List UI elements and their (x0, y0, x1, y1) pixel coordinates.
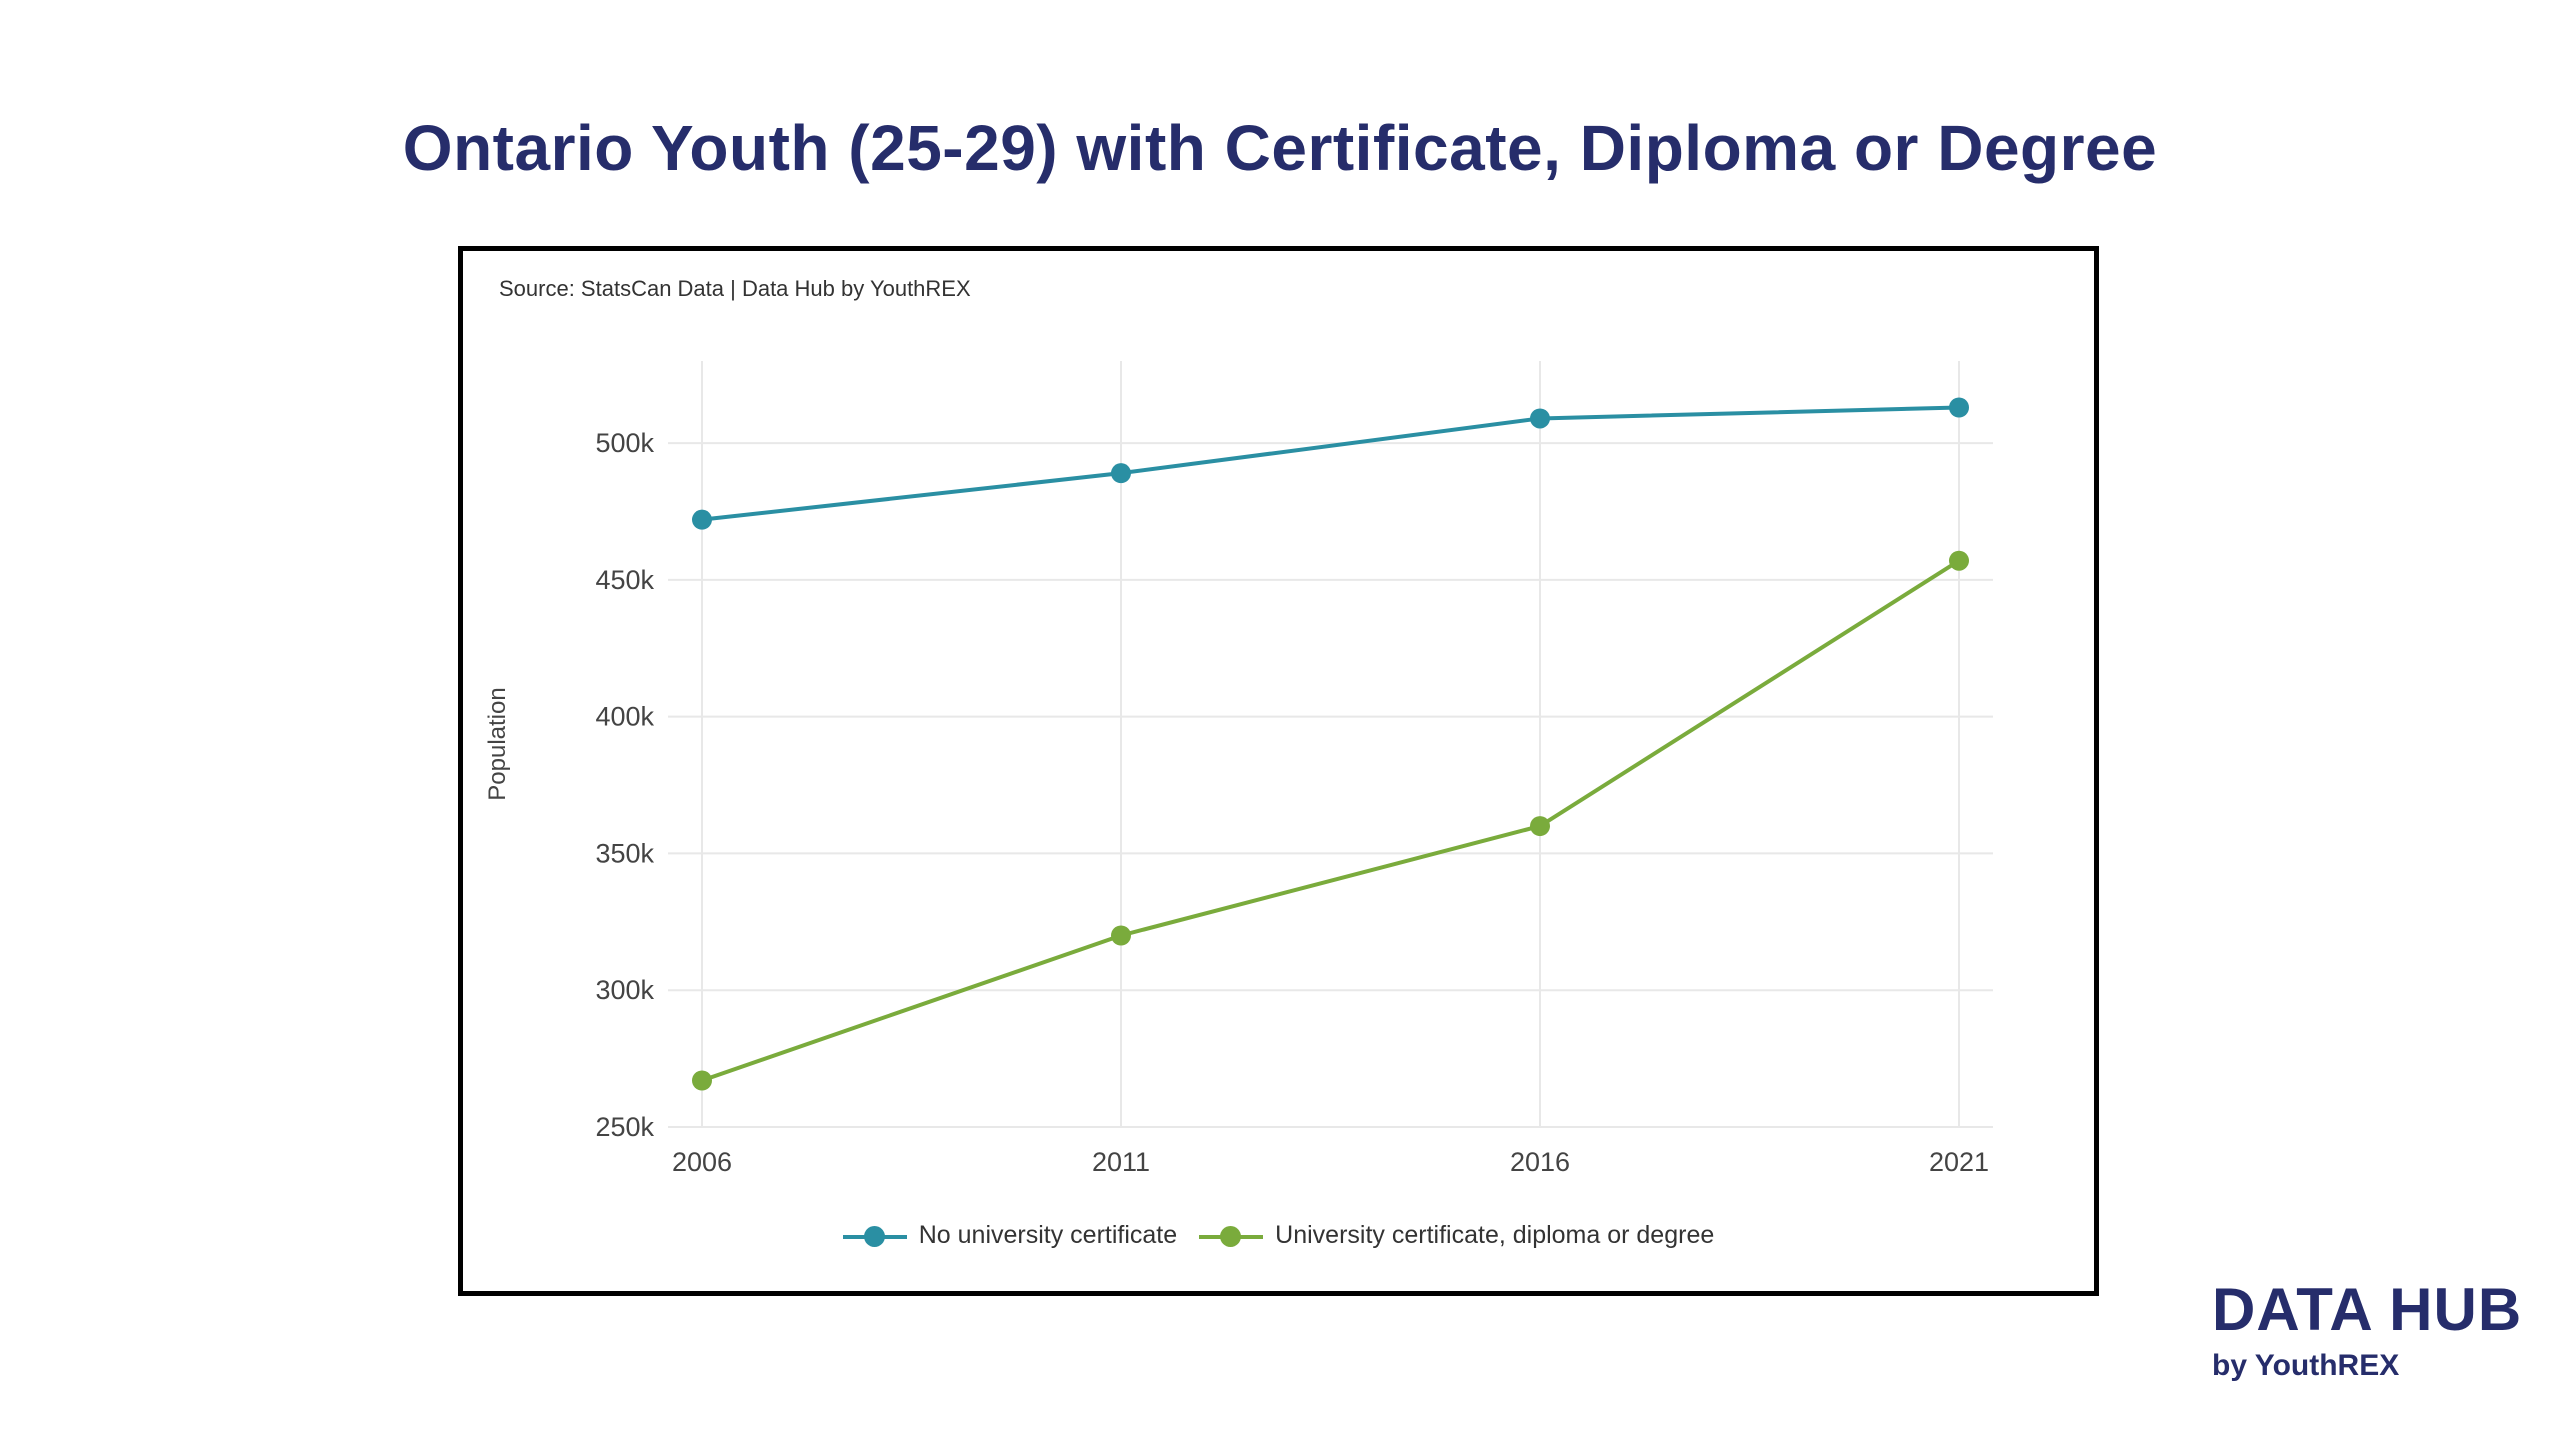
y-axis-label: Population (484, 687, 511, 800)
legend-key-1 (842, 1224, 907, 1248)
data-point-series-2 (1530, 816, 1550, 837)
data-point-series-1 (1111, 463, 1131, 484)
y-tick-label: 250k (595, 1112, 654, 1142)
chart-legend: No university certificate University cert… (463, 1221, 2094, 1250)
source-note: Source: StatsCan Data | Data Hub by Yout… (499, 276, 971, 301)
data-point-series-1 (692, 509, 712, 530)
logo-main-text: DATA HUB (2212, 1276, 2523, 1343)
y-tick-label: 450k (595, 565, 654, 595)
series-line-1 (701, 405, 1960, 522)
y-tick-label: 500k (595, 428, 654, 458)
legend-label-2: University certificate, diploma or degre… (1275, 1221, 1715, 1249)
logo-sub-text: by YouthREX (2212, 1349, 2400, 1382)
data-point-series-1 (1530, 408, 1550, 429)
x-tick-label: 2006 (672, 1147, 732, 1177)
legend-key-2 (1199, 1224, 1264, 1248)
line-chart: 250k 300k 350k 400k 450k 500k 2006 2011 2016 2021… (484, 361, 1993, 1177)
chart-frame: Source: StatsCan Data | Data Hub by Yout… (458, 246, 2099, 1296)
x-tick-label: 2021 (1929, 1147, 1989, 1177)
data-point-series-1 (1949, 397, 1969, 418)
legend-label-1: No university certificate (918, 1221, 1178, 1249)
legend-item-2: University certificate, diploma or degre… (1199, 1221, 1714, 1250)
legend-item-1: No university certificate (842, 1221, 1178, 1250)
data-point-series-2 (1111, 925, 1131, 946)
x-tick-label: 2016 (1510, 1147, 1570, 1177)
page-title: Ontario Youth (25-29) with Certificate, … (402, 112, 2158, 184)
data-hub-logo: DATA HUB by YouthREX (2212, 1278, 2522, 1386)
data-point-series-2 (1949, 550, 1969, 571)
series-line-2 (701, 559, 1961, 1083)
y-tick-label: 300k (595, 975, 654, 1005)
y-tick-label: 350k (595, 838, 654, 868)
y-tick-label: 400k (595, 702, 654, 732)
data-point-series-2 (692, 1070, 712, 1091)
x-tick-label: 2011 (1092, 1147, 1150, 1177)
